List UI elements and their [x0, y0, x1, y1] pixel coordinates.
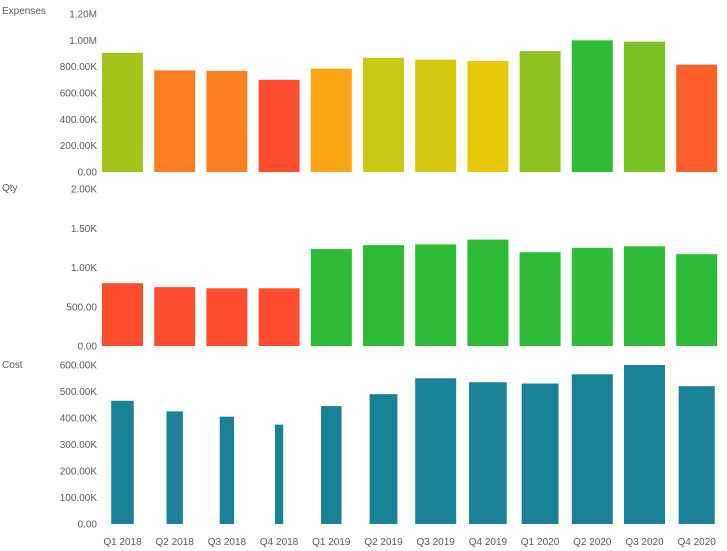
y-tick-label: 400.00K: [60, 115, 98, 126]
panel-title: Qty: [2, 183, 18, 194]
bar-q3-2019[interactable]: [415, 59, 457, 172]
bar-q1-2019[interactable]: [321, 406, 342, 524]
x-tick-label: Q2 2018: [156, 537, 195, 548]
x-tick-label: Q4 2020: [678, 537, 717, 548]
y-tick-label: 100.00K: [60, 493, 98, 504]
bar-q2-2018[interactable]: [166, 411, 183, 525]
bar-q4-2020[interactable]: [678, 386, 715, 524]
bar-q3-2019[interactable]: [415, 244, 457, 346]
y-tick-label: 200.00K: [60, 467, 98, 478]
x-tick-label: Q4 2019: [469, 537, 508, 548]
bar-q2-2018[interactable]: [154, 287, 196, 347]
chart-panel-0: Expenses 0.00 200.00K 400.00K 600.00K 800.00K…: [2, 6, 718, 179]
bar-q3-2019[interactable]: [415, 378, 457, 524]
bar-q1-2018[interactable]: [102, 283, 143, 346]
bar-q2-2018[interactable]: [154, 70, 196, 172]
bar-q4-2018[interactable]: [258, 79, 300, 172]
y-tick-label: 0.00: [78, 168, 98, 179]
y-tick-label: 300.00K: [60, 440, 98, 451]
x-tick-label: Q3 2020: [625, 537, 664, 548]
y-tick-label: 1.00K: [71, 263, 97, 274]
x-tick-label: Q1 2018: [103, 537, 142, 548]
y-tick-label: 0.00: [78, 342, 98, 353]
bar-q4-2018[interactable]: [275, 424, 284, 525]
y-tick-label: 200.00K: [60, 141, 98, 152]
bar-q3-2020[interactable]: [624, 246, 665, 346]
bar-q1-2020[interactable]: [521, 383, 559, 524]
bar-q1-2018[interactable]: [111, 400, 134, 524]
chart-panel-1: Qty 0.00 500.00 1.00K 1.50K 2.00K: [2, 183, 718, 353]
bar-q4-2019[interactable]: [467, 239, 509, 346]
y-tick-label: 400.00K: [60, 414, 98, 425]
bar-q1-2020[interactable]: [519, 51, 561, 172]
bar-q1-2019[interactable]: [310, 249, 352, 346]
y-tick-label: 1.20M: [69, 10, 97, 21]
y-tick-label: 1.50K: [71, 224, 97, 235]
y-tick-label: 1.00M: [69, 36, 97, 47]
bar-q3-2018[interactable]: [206, 70, 248, 172]
x-tick-label: Q1 2019: [312, 537, 351, 548]
bar-q2-2019[interactable]: [369, 394, 398, 524]
y-tick-label: 800.00K: [60, 62, 98, 73]
x-axis: Q1 2018 Q2 2018 Q3 2018 Q4 2018 Q1 2019 Q2 20…: [103, 537, 716, 548]
y-tick-label: 500.00K: [60, 387, 98, 398]
y-tick-label: 2.00K: [71, 185, 97, 196]
bar-q1-2020[interactable]: [519, 252, 561, 346]
bar-q3-2020[interactable]: [624, 365, 665, 524]
bar-q3-2018[interactable]: [219, 416, 235, 524]
x-tick-label: Q4 2018: [260, 537, 299, 548]
panel-title: Expenses: [2, 6, 46, 17]
y-tick-label: 0.00: [78, 520, 98, 531]
bar-q2-2020[interactable]: [571, 247, 613, 347]
bar-q4-2018[interactable]: [258, 288, 300, 346]
bar-q2-2019[interactable]: [363, 245, 404, 346]
chart-panel-2: Cost 0.00 100.00K 200.00K 300.00K 400.00K 500.…: [2, 360, 715, 531]
x-tick-label: Q2 2019: [364, 537, 403, 548]
y-tick-label: 500.00: [66, 302, 97, 313]
panel-title: Cost: [2, 360, 23, 371]
bar-q4-2020[interactable]: [676, 64, 718, 172]
y-tick-label: 600.00K: [60, 89, 98, 100]
x-tick-label: Q3 2019: [417, 537, 456, 548]
bar-q4-2019[interactable]: [467, 61, 509, 172]
bar-q4-2020[interactable]: [676, 254, 718, 346]
bar-q1-2018[interactable]: [102, 52, 143, 173]
x-tick-label: Q1 2020: [521, 537, 560, 548]
bar-q4-2019[interactable]: [469, 382, 507, 524]
bar-q3-2020[interactable]: [624, 41, 665, 173]
bar-q2-2020[interactable]: [571, 40, 613, 172]
x-tick-label: Q2 2020: [573, 537, 612, 548]
bar-q1-2019[interactable]: [310, 68, 352, 172]
bar-q2-2019[interactable]: [363, 57, 404, 172]
y-tick-label: 600.00K: [60, 361, 98, 372]
x-tick-label: Q3 2018: [208, 537, 247, 548]
bar-q2-2020[interactable]: [571, 374, 613, 524]
bar-q3-2018[interactable]: [206, 288, 248, 346]
